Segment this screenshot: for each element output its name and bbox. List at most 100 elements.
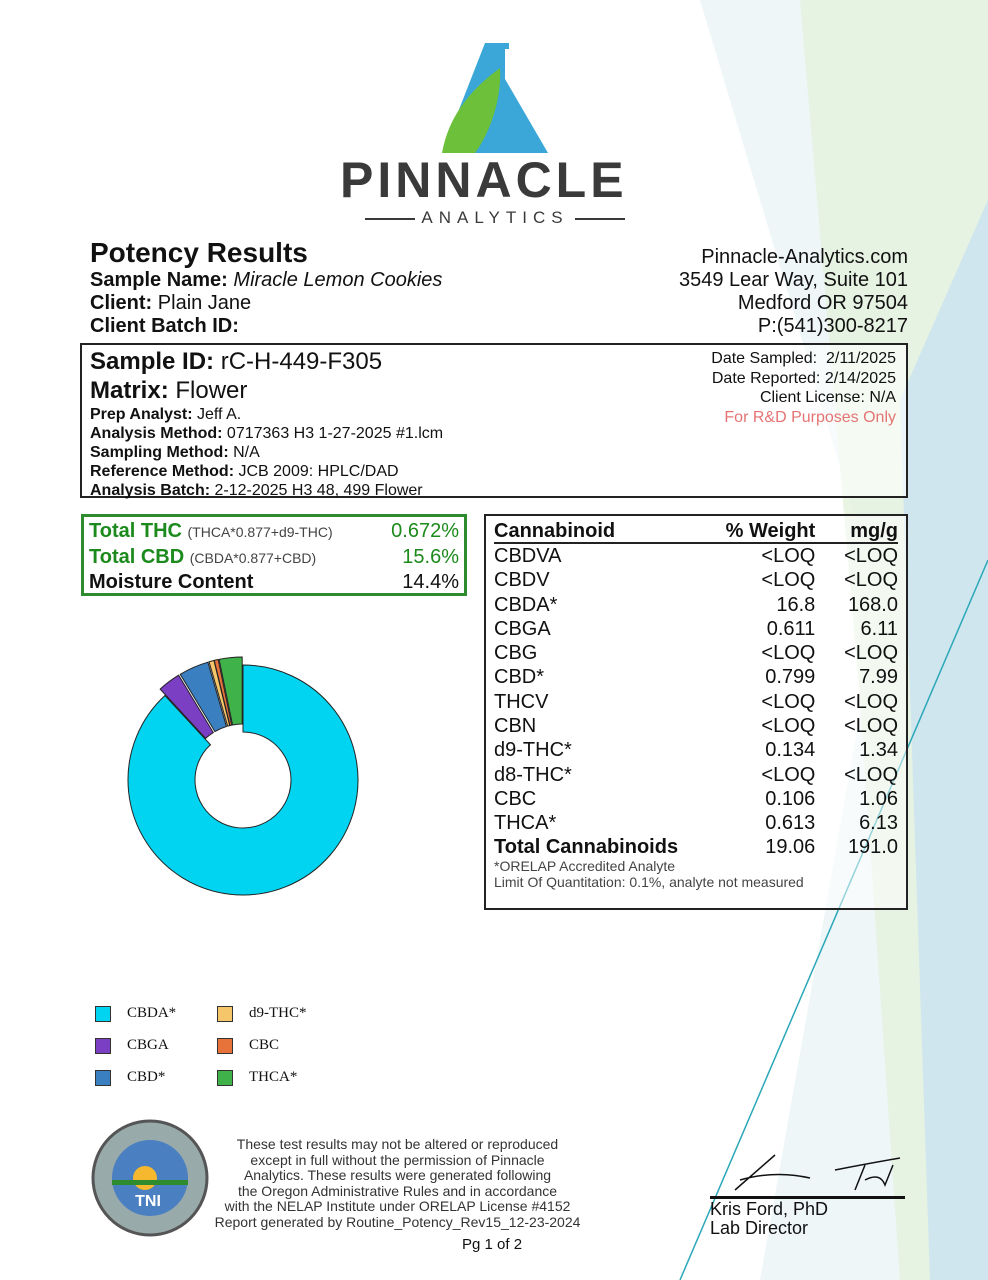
- cell: CBDVA: [494, 545, 562, 567]
- nelap-seal-icon: TNI: [91, 1119, 209, 1237]
- cell: <LOQ: [761, 569, 816, 592]
- legend-swatch: [217, 1037, 233, 1054]
- disclaimer: These test results may not be altered or…: [205, 1136, 590, 1230]
- cannabinoid-donut-chart: [127, 656, 359, 896]
- lab-address1: 3549 Lear Way, Suite 101: [678, 269, 908, 291]
- cell: 0.134: [765, 739, 816, 762]
- col-mgg: mg/g: [835, 520, 898, 544]
- total-row: Total Cannabinoids 19.06 191.0: [494, 836, 898, 858]
- total-cbd: Total CBD (CBDA*0.877+CBD) 15.6%: [89, 545, 459, 568]
- total-thc: Total THC (THCA*0.877+d9-THC) 0.672%: [89, 520, 459, 542]
- legend-swatch: [217, 1005, 233, 1022]
- legend-label: d9-THC*: [249, 1005, 307, 1021]
- lab-address2: Medford OR 97504: [737, 292, 908, 314]
- table-row: d9-THC* 0.134 1.34: [494, 738, 898, 762]
- cell: <LOQ: [844, 763, 898, 786]
- legend-swatch: [95, 1005, 111, 1022]
- donut-slice-thca: [218, 656, 243, 726]
- legend-label: CBC: [249, 1037, 280, 1053]
- cell: 1.34: [859, 739, 898, 762]
- table-row: CBDV <LOQ <LOQ: [494, 568, 898, 592]
- cell: d8-THC*: [494, 763, 572, 786]
- prep-label: Prep Analyst:: [90, 406, 193, 423]
- abatch: 2-12-2025 H3 48, 499 Flower: [214, 482, 423, 499]
- brand-sub: ANALYTICS: [345, 209, 645, 227]
- table-row: CBN <LOQ <LOQ: [494, 714, 898, 738]
- cell: <LOQ: [844, 715, 898, 738]
- ref-label: Reference Method:: [90, 463, 235, 480]
- cell: <LOQ: [844, 642, 898, 665]
- cell: 6.13: [859, 812, 898, 835]
- table-row: CBGA 0.611 6.11: [494, 617, 898, 641]
- cell: <LOQ: [844, 545, 898, 567]
- cell: CBC: [494, 787, 537, 810]
- abatch-label: Analysis Batch:: [90, 482, 211, 499]
- legend-item: CBDA*: [95, 1005, 215, 1022]
- cell: THCA*: [494, 812, 557, 835]
- donut-slice-cbda: [127, 664, 359, 896]
- legend-item: CBD*: [95, 1069, 215, 1086]
- method-label: Analysis Method:: [90, 425, 223, 442]
- cell: 1.06: [859, 787, 898, 810]
- total-cell: 19.06: [765, 835, 816, 858]
- table-row: CBDA* 16.8 168.0: [494, 593, 898, 617]
- date-reported: Date Reported: 2/14/2025: [711, 369, 896, 387]
- date-sampled: Date Sampled: 2/11/2025: [711, 350, 896, 367]
- lab-phone: P:(541)300-8217: [757, 315, 908, 337]
- cell: <LOQ: [761, 690, 816, 713]
- legend-label: CBGA: [127, 1037, 169, 1053]
- cell: 0.611: [766, 617, 816, 640]
- cell: <LOQ: [761, 715, 816, 738]
- cell: 168.0: [847, 593, 898, 616]
- cell: 0.613: [765, 812, 816, 835]
- disclaimer-line: the Oregon Administrative Rules and in a…: [237, 1182, 558, 1199]
- legend-label: THCA*: [249, 1069, 298, 1085]
- signer-name: Kris Ford, PhD: [710, 1199, 829, 1219]
- sample-info-box: Sample ID: rC-H-449-F305 Matrix: Flower …: [80, 343, 908, 499]
- cell: THCV: [494, 690, 549, 713]
- lab-address: Pinnacle-Analytics.com 3549 Lear Way, Su…: [679, 246, 908, 338]
- cell: <LOQ: [761, 642, 816, 665]
- table-row: CBC 0.106 1.06: [494, 787, 898, 811]
- legend-label: CBD*: [127, 1069, 166, 1085]
- col-weight: % Weight: [707, 520, 836, 544]
- cell: 0.106: [765, 787, 816, 810]
- table-row: THCA* 0.613 6.13: [494, 811, 898, 835]
- matrix-label: Matrix:: [90, 377, 169, 404]
- table-row: THCV <LOQ <LOQ: [494, 690, 898, 714]
- client-license: Client License: N/A: [759, 389, 896, 406]
- legend-swatch: [95, 1069, 111, 1086]
- donut-slice-cbd: [179, 661, 228, 733]
- cell: 16.8: [776, 593, 816, 616]
- client: Client: Plain Jane: [90, 292, 252, 314]
- chart-legend: CBDA* CBGA CBD* d9-THC* CBC THCA*: [95, 1005, 355, 1105]
- cell: <LOQ: [761, 545, 816, 567]
- sample-id: rC-H-449-F305: [220, 348, 383, 375]
- method: 0717363 H3 1-27-2025 #1.lcm: [226, 425, 444, 442]
- legend-swatch: [95, 1037, 111, 1054]
- disclaimer-line: These test results may not be altered or…: [236, 1136, 559, 1152]
- table-row: CBD* 0.799 7.99: [494, 665, 898, 689]
- prep: Jeff A.: [197, 406, 242, 423]
- lab-website: Pinnacle-Analytics.com: [701, 246, 908, 268]
- legend-item: CBGA: [95, 1037, 215, 1054]
- cell: 6.11: [860, 617, 898, 640]
- col-cannabinoid: Cannabinoid: [494, 520, 708, 544]
- loq-note: Limit Of Quantitation: 0.1%, analyte not…: [494, 873, 804, 890]
- cell: CBDV: [494, 569, 550, 592]
- total-cell: Total Cannabinoids: [494, 835, 679, 858]
- flask-logo-icon: [442, 43, 548, 153]
- sample-id-label: Sample ID:: [90, 348, 215, 375]
- signer: Kris Ford, PhD Lab Director: [710, 1196, 905, 1238]
- legend-item: THCA*: [217, 1069, 337, 1086]
- legend-swatch: [217, 1069, 233, 1086]
- disclaimer-line: Analytics. These results were generated …: [243, 1167, 552, 1183]
- matrix: Flower: [175, 377, 248, 404]
- donut-slice-d9thc: [208, 659, 231, 727]
- table-row: CBDVA <LOQ <LOQ: [494, 543, 898, 568]
- cell: CBGA: [494, 617, 551, 640]
- totals-box: Total THC (THCA*0.877+d9-THC) 0.672% Tota…: [81, 514, 467, 596]
- donut-slice-cbga: [159, 674, 215, 740]
- disclaimer-line: except in full without the permission of…: [250, 1151, 545, 1168]
- disclaimer-line: with the NELAP Institute under ORELAP Li…: [224, 1198, 571, 1214]
